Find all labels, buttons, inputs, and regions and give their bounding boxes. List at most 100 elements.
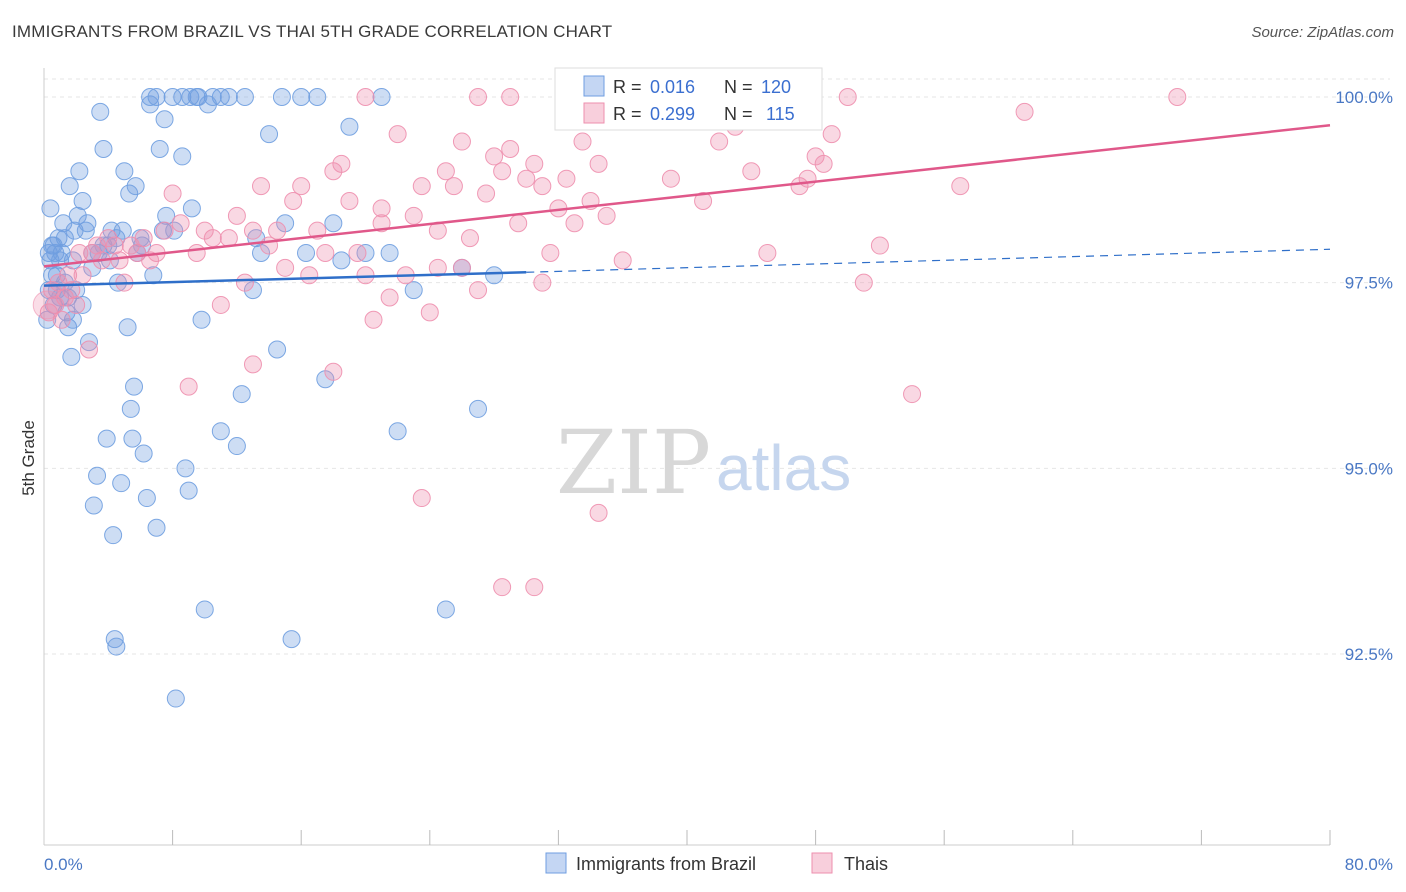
- y-tick-label: 100.0%: [1335, 88, 1393, 107]
- point-thais: [477, 184, 496, 203]
- bottom-legend: Immigrants from Brazil Thais: [545, 852, 888, 874]
- point-thais: [742, 162, 761, 181]
- point-brazil: [292, 88, 311, 106]
- watermark-zip: ZIP: [556, 411, 711, 514]
- point-brazil: [155, 110, 174, 129]
- point-thais: [46, 295, 65, 314]
- stats-r-label-2: R =: [613, 104, 642, 124]
- point-thais: [565, 214, 584, 233]
- point-brazil: [38, 310, 57, 329]
- point-thais: [227, 206, 246, 225]
- point-thais: [105, 236, 124, 255]
- point-brazil: [308, 88, 327, 106]
- legend-swatch-brazil: [545, 852, 567, 874]
- x-axis-ticks: [172, 830, 1331, 845]
- point-thais: [854, 273, 873, 292]
- point-thais: [469, 281, 488, 300]
- point-brazil: [227, 437, 246, 456]
- watermark-atlas: atlas: [716, 432, 851, 504]
- point-thais: [460, 229, 479, 248]
- point-brazil: [332, 251, 351, 270]
- point-brazil: [211, 422, 230, 441]
- point-thais: [412, 489, 431, 508]
- stats-swatch-blue: [583, 75, 605, 97]
- point-thais: [589, 503, 608, 522]
- point-thais: [155, 221, 174, 240]
- point-thais: [252, 177, 271, 196]
- point-brazil: [78, 214, 97, 233]
- point-brazil: [44, 236, 63, 255]
- point-thais: [501, 139, 520, 158]
- point-brazil: [104, 526, 123, 545]
- point-brazil: [436, 600, 455, 619]
- point-thais: [284, 191, 303, 210]
- point-thais: [758, 243, 777, 262]
- point-thais: [573, 132, 592, 151]
- point-brazil: [179, 481, 198, 500]
- point-thais: [324, 162, 343, 181]
- point-thais: [260, 236, 279, 255]
- point-brazil: [324, 214, 343, 233]
- stats-swatch-pink: [583, 102, 605, 124]
- point-thais: [388, 125, 407, 144]
- point-thais: [292, 177, 311, 196]
- point-brazil: [165, 221, 184, 240]
- y-tick-label: 95.0%: [1345, 459, 1393, 478]
- point-thais: [436, 162, 455, 181]
- point-brazil: [189, 88, 208, 106]
- point-thais: [340, 191, 359, 210]
- point-brazil: [372, 88, 391, 106]
- point-brazil: [97, 429, 116, 448]
- point-thais: [356, 266, 375, 285]
- point-thais: [163, 184, 182, 203]
- point-thais: [525, 578, 544, 597]
- point-brazil: [70, 162, 89, 181]
- point-brazil: [469, 399, 488, 418]
- legend-label-thais: Thais: [844, 854, 888, 874]
- point-thais: [88, 236, 107, 255]
- point-brazil: [134, 444, 153, 463]
- point-thais: [364, 310, 383, 329]
- point-thais: [80, 340, 99, 359]
- point-thais: [243, 355, 262, 374]
- point-brazil: [150, 139, 169, 158]
- point-brazil: [163, 88, 182, 106]
- point-thais: [517, 169, 536, 188]
- point-brazil: [272, 88, 291, 106]
- point-thais: [822, 125, 841, 144]
- point-brazil: [268, 340, 287, 359]
- point-thais: [903, 385, 922, 404]
- x-tick-max: 80.0%: [1345, 855, 1393, 874]
- stats-n-value-2: 115: [766, 104, 795, 124]
- point-brazil: [76, 221, 95, 240]
- trend-line-brazil: [43, 271, 527, 287]
- point-brazil: [147, 88, 166, 106]
- point-thais: [372, 214, 391, 233]
- point-brazil: [43, 266, 62, 285]
- stats-n-label-2: N =: [724, 104, 753, 124]
- point-thais: [1168, 88, 1187, 106]
- stats-r-value-1: 0.016: [650, 77, 695, 97]
- point-brazil: [80, 333, 99, 352]
- point-thais: [404, 206, 423, 225]
- point-thais: [1015, 102, 1034, 121]
- point-brazil: [176, 459, 195, 478]
- y-tick-label: 97.5%: [1345, 274, 1393, 293]
- point-brazil: [182, 199, 201, 218]
- point-brazil: [113, 221, 132, 240]
- point-thais: [110, 251, 129, 270]
- point-brazil: [380, 243, 399, 262]
- stats-r-value-2: 0.299: [650, 104, 695, 124]
- stats-r-label-1: R =: [613, 77, 642, 97]
- trend-lines: [43, 123, 1331, 287]
- legend-label-brazil: Immigrants from Brazil: [576, 854, 756, 874]
- point-brazil: [41, 199, 60, 218]
- point-thais: [870, 236, 889, 255]
- point-brazil: [112, 474, 131, 493]
- point-thais: [356, 88, 375, 106]
- stats-n-label-1: N =: [724, 77, 753, 97]
- point-thais: [428, 258, 447, 277]
- point-brazil: [144, 266, 163, 285]
- point-brazil: [62, 347, 81, 366]
